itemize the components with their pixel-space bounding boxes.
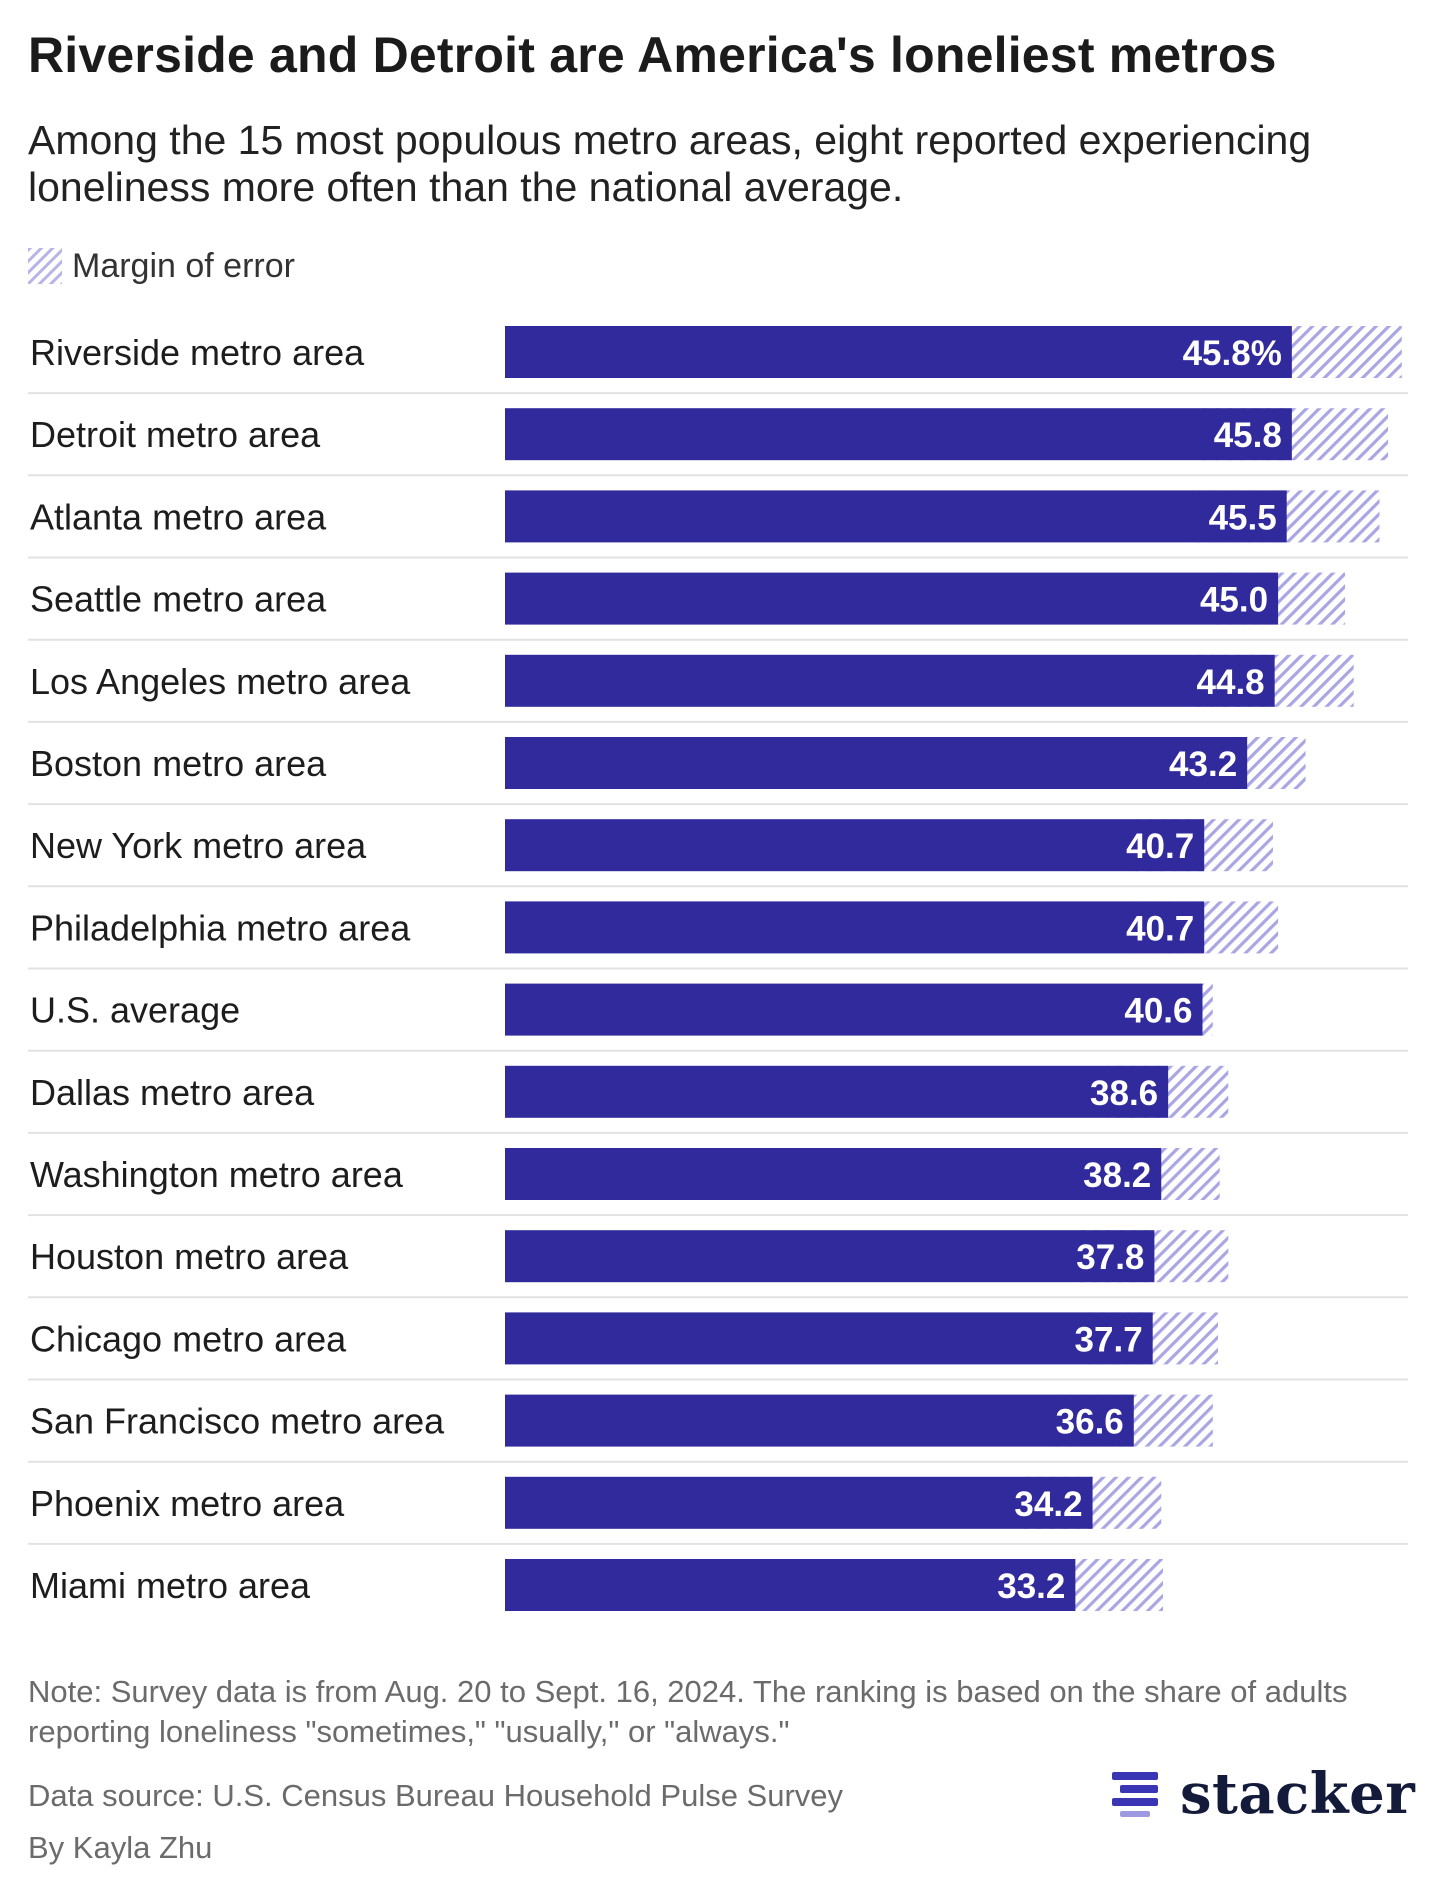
value-label-boston-metro-area: 43.2 [1169,745,1237,784]
bar-los-angeles-metro-area [505,654,1275,707]
bar-detroit-metro-area [505,408,1292,461]
bar-boston-metro-area [505,737,1248,789]
bar-philadelphia-metro-area [505,901,1205,954]
footnote: Note: Survey data is from Aug. 20 to Sep… [28,1674,1348,1749]
value-label-philadelphia-metro-area: 40.7 [1126,909,1194,948]
bar-new-york-metro-area [505,819,1205,872]
bar-seattle-metro-area [505,572,1279,625]
byline: By Kayla Zhu [28,1830,213,1865]
row-dividers [28,392,1408,1545]
margin-of-error-swatch-icon [28,248,62,284]
bars [505,326,1292,1611]
category-label-boston-metro-area: Boston metro area [30,743,327,784]
category-label-phoenix-metro-area: Phoenix metro area [30,1483,345,1524]
brand-name: stacker [1180,1761,1416,1827]
category-label-washington-metro-area: Washington metro area [30,1154,404,1195]
category-label-chicago-metro-area: Chicago metro area [30,1318,347,1359]
category-label-houston-metro-area: Houston metro area [30,1236,349,1277]
category-label-miami-metro-area: Miami metro area [30,1565,311,1606]
bar-u-s-average [505,983,1203,1036]
category-labels: Riverside metro area Detroit metro area At… [30,332,445,1606]
value-label-detroit-metro-area: 45.8 [1214,416,1282,455]
legend: Margin of error [28,246,295,286]
value-label-miami-metro-area: 33.2 [997,1567,1065,1606]
bar-phoenix-metro-area [505,1476,1093,1529]
category-label-atlanta-metro-area: Atlanta metro area [30,496,327,537]
category-label-los-angeles-metro-area: Los Angeles metro area [30,661,411,702]
value-label-los-angeles-metro-area: 44.8 [1197,663,1265,702]
category-label-san-francisco-metro-area: San Francisco metro area [30,1401,445,1442]
value-label-riverside-metro-area: 45.8% [1183,334,1282,373]
value-labels: 45.8% 45.8 45.5 45.0 44.8 43.2 40.7 40.7 40.6 38.… [997,334,1282,1606]
legend-label: Margin of error [72,246,295,285]
chart-subtitle: Among the 15 most populous metro areas, … [28,117,1312,210]
chart-title: Riverside and Detroit are America's lone… [28,27,1277,83]
bar-houston-metro-area [505,1230,1155,1283]
category-label-philadelphia-metro-area: Philadelphia metro area [30,907,411,948]
value-label-phoenix-metro-area: 34.2 [1014,1485,1082,1524]
value-label-seattle-metro-area: 45.0 [1200,581,1268,620]
value-label-atlanta-metro-area: 45.5 [1209,498,1277,537]
bar-dallas-metro-area [505,1065,1169,1118]
category-label-riverside-metro-area: Riverside metro area [30,332,365,373]
category-label-new-york-metro-area: New York metro area [30,825,367,866]
bar-miami-metro-area [505,1559,1076,1611]
bar-riverside-metro-area [505,326,1292,378]
bar-san-francisco-metro-area [505,1394,1134,1447]
category-label-detroit-metro-area: Detroit metro area [30,414,321,455]
value-label-houston-metro-area: 37.8 [1076,1238,1144,1277]
value-label-u-s-average: 40.6 [1124,992,1192,1031]
value-label-san-francisco-metro-area: 36.6 [1056,1403,1124,1442]
value-label-new-york-metro-area: 40.7 [1126,827,1194,866]
category-label-seattle-metro-area: Seattle metro area [30,579,327,620]
value-label-dallas-metro-area: 38.6 [1090,1074,1158,1113]
brand-logo: stacker [1110,1761,1416,1827]
data-source: Data source: U.S. Census Bureau Househol… [28,1778,844,1813]
stacker-logo-icon [1112,1772,1158,1817]
value-label-chicago-metro-area: 37.7 [1075,1320,1143,1359]
bar-chicago-metro-area [505,1312,1153,1365]
bar-chart: Riverside metro area Detroit metro area At… [28,326,1408,1611]
bar-washington-metro-area [505,1148,1162,1200]
bar-atlanta-metro-area [505,490,1287,543]
category-label-dallas-metro-area: Dallas metro area [30,1072,315,1113]
value-label-washington-metro-area: 38.2 [1083,1156,1151,1195]
category-label-u-s-average: U.S. average [30,990,240,1031]
